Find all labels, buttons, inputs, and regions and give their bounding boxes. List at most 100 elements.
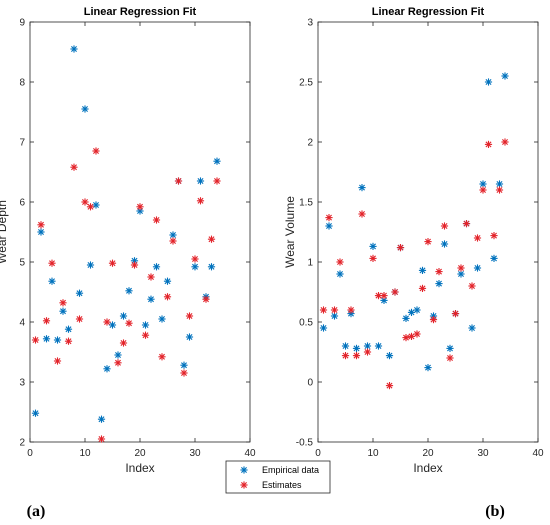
estimate-point — [169, 237, 177, 245]
estimate-point — [119, 339, 128, 347]
estimate-point — [42, 317, 51, 325]
empirical-point — [319, 324, 328, 332]
chart-title: Linear Regression Fit — [372, 6, 485, 18]
estimate-point — [457, 264, 465, 272]
estimate-point — [440, 222, 449, 230]
empirical-point — [53, 336, 62, 344]
empirical-point — [213, 157, 221, 165]
x-tick-label: 40 — [532, 448, 544, 459]
plot-area — [317, 21, 539, 443]
estimate-point — [207, 235, 216, 243]
estimate-point — [163, 293, 172, 301]
x-tick-label: 30 — [477, 448, 489, 459]
legend-entry-label: Empirical data — [262, 465, 319, 475]
y-tick-label: -0.5 — [296, 438, 314, 449]
y-tick-label: 4 — [19, 318, 25, 329]
estimate-point — [141, 331, 150, 339]
y-axis-title: Wear Depth — [0, 200, 9, 264]
x-tick-label: 0 — [27, 448, 33, 459]
y-axis-title: Wear Volume — [283, 196, 297, 268]
estimate-point — [213, 177, 221, 185]
estimate-point — [369, 254, 377, 262]
empirical-point — [435, 280, 443, 288]
estimate-point — [48, 259, 56, 267]
empirical-point — [479, 180, 487, 188]
y-tick-label: 1.5 — [299, 198, 313, 209]
empirical-point — [125, 287, 133, 295]
x-tick-label: 10 — [79, 448, 91, 459]
y-tick-label: 0.5 — [299, 318, 313, 329]
x-tick-label: 10 — [367, 448, 379, 459]
empirical-point — [114, 351, 122, 359]
panel-label: (b) — [485, 503, 505, 520]
y-tick-label: 2.5 — [299, 78, 313, 89]
estimate-point — [92, 147, 100, 155]
y-tick-label: 2 — [19, 438, 25, 449]
estimate-point — [495, 186, 504, 194]
estimate-point — [325, 214, 333, 222]
estimate-point — [136, 203, 144, 211]
empirical-point — [86, 261, 95, 269]
estimate-point — [391, 288, 399, 296]
y-tick-label: 1 — [307, 258, 313, 269]
y-tick-label: 2 — [307, 138, 313, 149]
empirical-point — [374, 342, 383, 350]
empirical-point — [185, 333, 194, 341]
estimate-point — [341, 352, 350, 360]
estimate-point — [468, 282, 476, 290]
y-tick-label: 6 — [19, 198, 25, 209]
estimate-point — [108, 259, 117, 267]
chart-title: Linear Regression Fit — [84, 6, 197, 18]
estimate-point — [501, 138, 509, 146]
empirical-point — [369, 242, 377, 250]
estimate-point — [125, 319, 133, 327]
empirical-point — [119, 312, 128, 320]
estimate-point — [114, 359, 122, 367]
legend-box — [225, 460, 331, 494]
estimate-point — [462, 220, 471, 228]
estimate-point — [424, 238, 432, 246]
estimate-point — [490, 232, 498, 240]
panel-label: (a) — [27, 503, 46, 520]
empirical-point — [457, 270, 465, 278]
empirical-point — [70, 45, 78, 53]
estimate-point — [86, 203, 95, 211]
empirical-point — [358, 184, 366, 192]
estimate-point — [53, 357, 62, 365]
estimate-point — [59, 299, 67, 307]
x-tick-label: 20 — [134, 448, 146, 459]
legend-entry-label: Estimates — [262, 480, 302, 490]
empirical-point — [407, 308, 416, 316]
estimate-point — [103, 318, 111, 326]
estimate-point — [385, 382, 394, 390]
empirical-point — [385, 352, 394, 360]
x-tick-label: 40 — [244, 448, 256, 459]
x-axis-title: Index — [125, 461, 154, 475]
empirical-point — [59, 307, 67, 315]
empirical-point — [37, 228, 45, 236]
empirical-point — [42, 335, 51, 343]
legend-marker — [240, 466, 248, 474]
estimate-point — [413, 330, 421, 338]
empirical-point — [158, 315, 166, 323]
panel-labels: (a) (b) — [27, 503, 505, 520]
empirical-point — [336, 270, 344, 278]
empirical-point — [490, 254, 498, 262]
estimate-point — [473, 234, 482, 242]
estimate-point — [352, 352, 361, 360]
estimate-point — [191, 255, 199, 263]
empirical-point — [352, 344, 361, 352]
empirical-point — [207, 263, 216, 271]
estimate-point — [330, 306, 339, 314]
empirical-point — [92, 201, 100, 209]
estimate-point — [358, 210, 366, 218]
empirical-point — [180, 361, 188, 369]
empirical-point — [147, 295, 155, 303]
estimates-series — [319, 138, 509, 390]
estimate-point — [451, 310, 460, 318]
y-tick-label: 3 — [19, 378, 25, 389]
empirical-point — [191, 263, 199, 271]
estimate-point — [70, 163, 78, 171]
estimate-point — [81, 198, 89, 206]
